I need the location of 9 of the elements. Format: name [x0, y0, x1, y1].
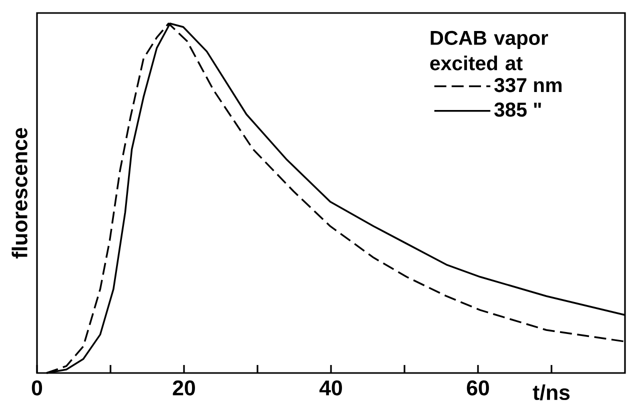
x-tick-label: 0 — [32, 380, 42, 396]
x-tick-label: 60 — [466, 380, 489, 396]
x-axis-title: t/ns — [532, 384, 570, 400]
y-axis-title: fluorescence — [12, 128, 28, 258]
legend-label: 385 " — [494, 102, 541, 117]
x-tick-label: 20 — [172, 380, 195, 396]
legend-title: DCAB vapor excited at — [430, 30, 548, 70]
x-tick-label: 40 — [319, 380, 342, 396]
legend-label: 337 nm — [494, 78, 562, 92]
